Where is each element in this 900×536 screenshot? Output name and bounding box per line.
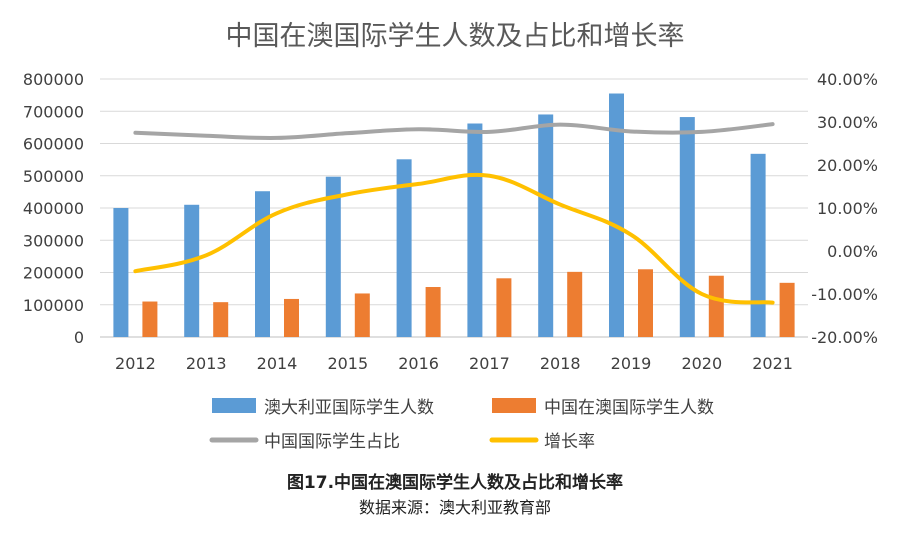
x-tick-label: 2016: [398, 354, 439, 373]
bar-china: [425, 287, 441, 337]
left-tick-label: 500000: [23, 167, 84, 186]
bar-china: [708, 275, 724, 337]
bar-china: [354, 293, 370, 337]
right-tick-label: 40.00%: [817, 70, 878, 89]
left-tick-label: 600000: [23, 135, 84, 154]
left-tick-label: 400000: [23, 199, 84, 218]
right-axis: 40.00% 30.00% 20.00% 10.00% 0.00% -10.00% -20.…: [811, 70, 878, 347]
legend-label: 增长率: [544, 432, 595, 452]
left-tick-label: 800000: [23, 70, 84, 89]
chart-title: 中国在澳国际学生人数及占比和增长率: [226, 21, 685, 52]
legend-label: 中国在澳国际学生人数: [544, 398, 714, 418]
x-tick-label: 2019: [611, 354, 652, 373]
bar-australia: [467, 123, 483, 337]
line-layer: [133, 122, 775, 305]
legend-swatch: [212, 398, 256, 413]
legend-swatch: [492, 398, 536, 413]
x-tick-label: 2020: [681, 354, 722, 373]
x-tick-label: 2017: [469, 354, 510, 373]
x-tick-label: 2018: [540, 354, 581, 373]
right-tick-label: 0.00%: [827, 242, 878, 261]
legend-label: 澳大利亚国际学生人数: [264, 398, 434, 418]
bar-australia: [325, 176, 341, 337]
line-growth-rate: [133, 172, 775, 305]
left-axis: 800000 700000 600000 500000 400000 300000 2000…: [23, 70, 84, 347]
line-china-share: [133, 122, 775, 140]
bar-australia: [184, 204, 200, 337]
bar-china: [142, 301, 158, 337]
bar-australia: [750, 153, 766, 337]
right-tick-label: 20.00%: [817, 156, 878, 175]
x-tick-label: 2012: [115, 354, 156, 373]
x-tick-label: 2021: [752, 354, 793, 373]
bar-australia: [255, 191, 270, 337]
x-axis: 2012 2013 2014 2015 2016 2017 2018 2019 2020 2021: [115, 354, 793, 373]
bar-australia: [113, 208, 129, 337]
x-tick-label: 2015: [327, 354, 368, 373]
x-tick-label: 2014: [257, 354, 298, 373]
bar-china: [213, 302, 229, 337]
figure-source: 数据来源：澳大利亚教育部: [359, 498, 551, 517]
x-tick-label: 2013: [186, 354, 227, 373]
right-tick-label: 30.00%: [817, 113, 878, 132]
right-tick-label: 10.00%: [817, 199, 878, 218]
bar-australia: [679, 117, 695, 338]
bar-australia: [396, 159, 412, 337]
right-tick-label: -20.00%: [811, 328, 878, 347]
bar-australia: [609, 93, 624, 337]
figure-title: 图17.中国在澳国际学生人数及占比和增长率: [287, 472, 623, 493]
bar-australia: [538, 114, 554, 337]
grid-layer: [100, 78, 808, 338]
bar-china: [284, 298, 299, 337]
bar-china: [779, 282, 795, 337]
legend-label: 中国国际学生占比: [264, 432, 400, 452]
bar-china: [567, 271, 583, 337]
left-tick-label: 200000: [23, 264, 84, 283]
bar-layer: [113, 93, 795, 338]
right-tick-label: -10.00%: [811, 285, 878, 304]
bar-china: [638, 269, 653, 337]
bar-china: [496, 278, 512, 337]
left-tick-label: 100000: [23, 296, 84, 315]
left-tick-label: 0: [74, 328, 84, 347]
left-tick-label: 300000: [23, 231, 84, 250]
left-tick-label: 700000: [23, 102, 84, 121]
